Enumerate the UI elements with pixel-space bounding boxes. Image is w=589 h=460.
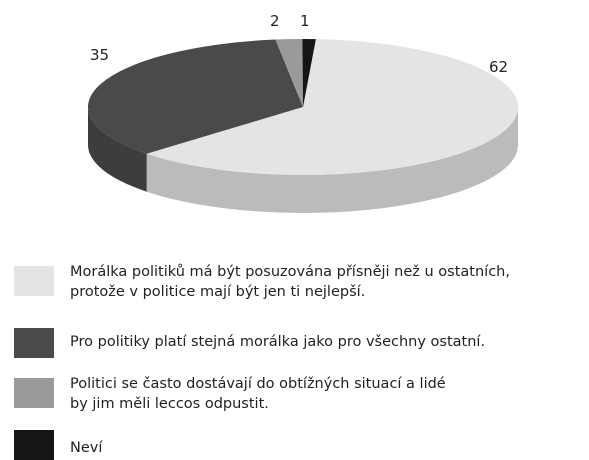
legend-swatch-mid (14, 378, 54, 408)
legend-swatch-dark (14, 328, 54, 358)
pie-side-35 (88, 107, 147, 192)
legend-label: Pro politiky platí stejná morálka jako p… (70, 334, 486, 350)
pie-top (87, 39, 519, 176)
legend-swatch-light (14, 266, 54, 296)
pie-slice-35 (87, 39, 303, 154)
legend-swatch-black (14, 430, 54, 460)
slice-label-62: 62 (489, 58, 508, 76)
legend-label: Politici se často dostávají do obtížných… (70, 376, 446, 412)
pie-side-62 (146, 107, 519, 213)
pie-slice-1 (302, 39, 316, 107)
pie-slice-2 (275, 39, 303, 107)
slice-label-2: 2 (270, 12, 280, 30)
slice-label-1: 1 (300, 12, 310, 30)
legend-label: Neví (70, 440, 103, 456)
slice-labels: 62 35 2 1 (90, 12, 508, 76)
pie-slice-62 (146, 39, 519, 176)
pie-depth (88, 107, 519, 213)
legend-label: Morálka politiků má být posuzována přísn… (70, 264, 510, 300)
slice-label-35: 35 (90, 46, 109, 64)
pie-chart: 62 35 2 1 (87, 12, 519, 213)
